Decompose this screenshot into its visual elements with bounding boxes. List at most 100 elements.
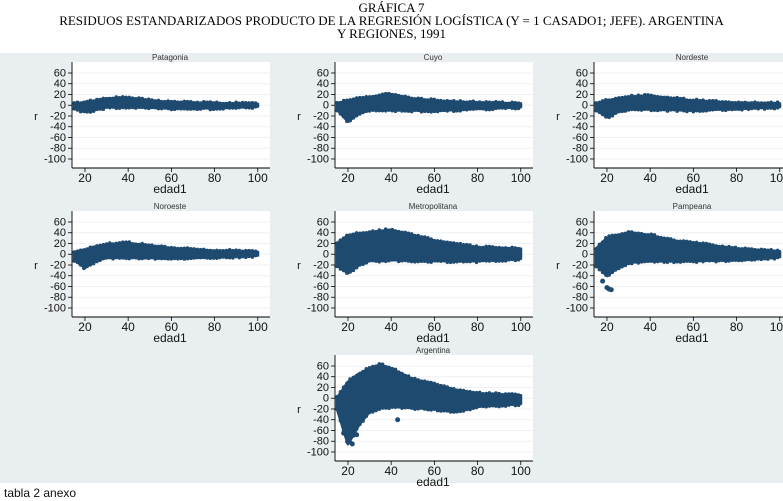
data-point	[461, 388, 466, 393]
data-point	[626, 230, 631, 234]
data-point	[143, 98, 148, 102]
data-point	[88, 245, 93, 250]
data-point	[762, 101, 767, 106]
data-point	[707, 98, 712, 103]
data-point	[146, 243, 151, 247]
data-point	[484, 404, 488, 409]
data-point	[639, 94, 644, 98]
data-point	[88, 98, 93, 103]
data-point	[458, 241, 463, 246]
data-point	[694, 260, 699, 264]
x-tick-label: 100	[770, 171, 783, 185]
data-point	[736, 100, 741, 105]
data-point	[211, 249, 216, 253]
footer-note: tabla 2 anexo	[4, 486, 77, 500]
data-point	[351, 97, 356, 102]
data-point	[772, 249, 777, 253]
data-point	[172, 246, 177, 250]
data-point	[185, 99, 190, 104]
data-point	[694, 108, 699, 113]
data-point	[409, 232, 414, 236]
data-point	[756, 101, 760, 105]
y-tick-label: 60	[317, 360, 329, 372]
y-tick-label: -40	[313, 270, 329, 282]
data-point	[733, 107, 738, 111]
data-point	[445, 260, 450, 264]
data-point	[630, 230, 634, 234]
data-point	[416, 378, 420, 382]
data-point	[772, 101, 777, 106]
data-point	[630, 107, 634, 112]
data-point	[714, 107, 718, 112]
data-point	[153, 257, 157, 261]
x-tick-label: 20	[341, 171, 355, 185]
data-point	[140, 96, 144, 101]
data-point	[704, 108, 709, 113]
data-point	[176, 106, 180, 111]
data-point	[642, 259, 647, 264]
data-point	[354, 265, 359, 270]
data-point	[672, 238, 676, 243]
panel-title: Patagonia	[152, 53, 189, 62]
data-point	[753, 106, 757, 110]
data-point	[371, 108, 375, 112]
data-point	[617, 233, 621, 237]
data-point	[221, 101, 225, 106]
data-point	[101, 107, 106, 112]
data-point	[487, 107, 492, 112]
x-tick-label: 60	[428, 171, 442, 185]
data-point	[124, 240, 128, 244]
data-point	[442, 240, 446, 244]
data-point	[182, 106, 187, 111]
data-point	[78, 248, 83, 253]
data-point	[701, 98, 705, 102]
data-point	[75, 249, 80, 253]
data-point	[662, 95, 666, 100]
data-point	[717, 100, 722, 104]
x-tick-label: 40	[384, 464, 398, 478]
x-tick-label: 80	[208, 320, 222, 334]
y-tick-label: -60	[313, 132, 329, 144]
data-point	[133, 106, 138, 110]
data-point	[642, 232, 647, 237]
data-point	[727, 244, 731, 249]
data-point	[717, 258, 722, 263]
data-point	[354, 231, 359, 235]
data-point	[253, 101, 258, 105]
data-point	[361, 110, 365, 115]
data-point	[494, 391, 498, 395]
data-point	[597, 267, 602, 272]
data-point	[432, 238, 437, 243]
data-point	[354, 373, 359, 378]
data-point	[377, 108, 382, 113]
x-tick-label: 100	[511, 320, 531, 334]
data-point	[681, 259, 686, 264]
data-point	[471, 390, 476, 395]
data-point	[390, 92, 395, 97]
x-tick-label: 60	[428, 464, 442, 478]
data-point	[403, 109, 407, 113]
data-point	[240, 249, 245, 254]
data-point	[675, 109, 679, 113]
data-point	[416, 406, 420, 411]
data-point	[500, 246, 505, 250]
data-point	[730, 258, 735, 262]
data-point	[380, 92, 385, 97]
data-point	[639, 108, 644, 112]
data-point	[516, 403, 521, 408]
data-point	[678, 239, 683, 244]
data-point	[620, 95, 624, 100]
data-point	[104, 96, 109, 101]
data-point	[662, 107, 666, 112]
data-point	[740, 107, 744, 112]
y-tick-label: -100	[566, 302, 588, 314]
data-point	[452, 387, 456, 391]
y-tick-label: -40	[572, 270, 588, 282]
data-point	[513, 403, 518, 408]
data-point	[477, 390, 482, 395]
data-point	[150, 98, 154, 102]
data-point	[108, 105, 112, 110]
data-point	[597, 100, 602, 105]
data-point	[455, 241, 459, 246]
